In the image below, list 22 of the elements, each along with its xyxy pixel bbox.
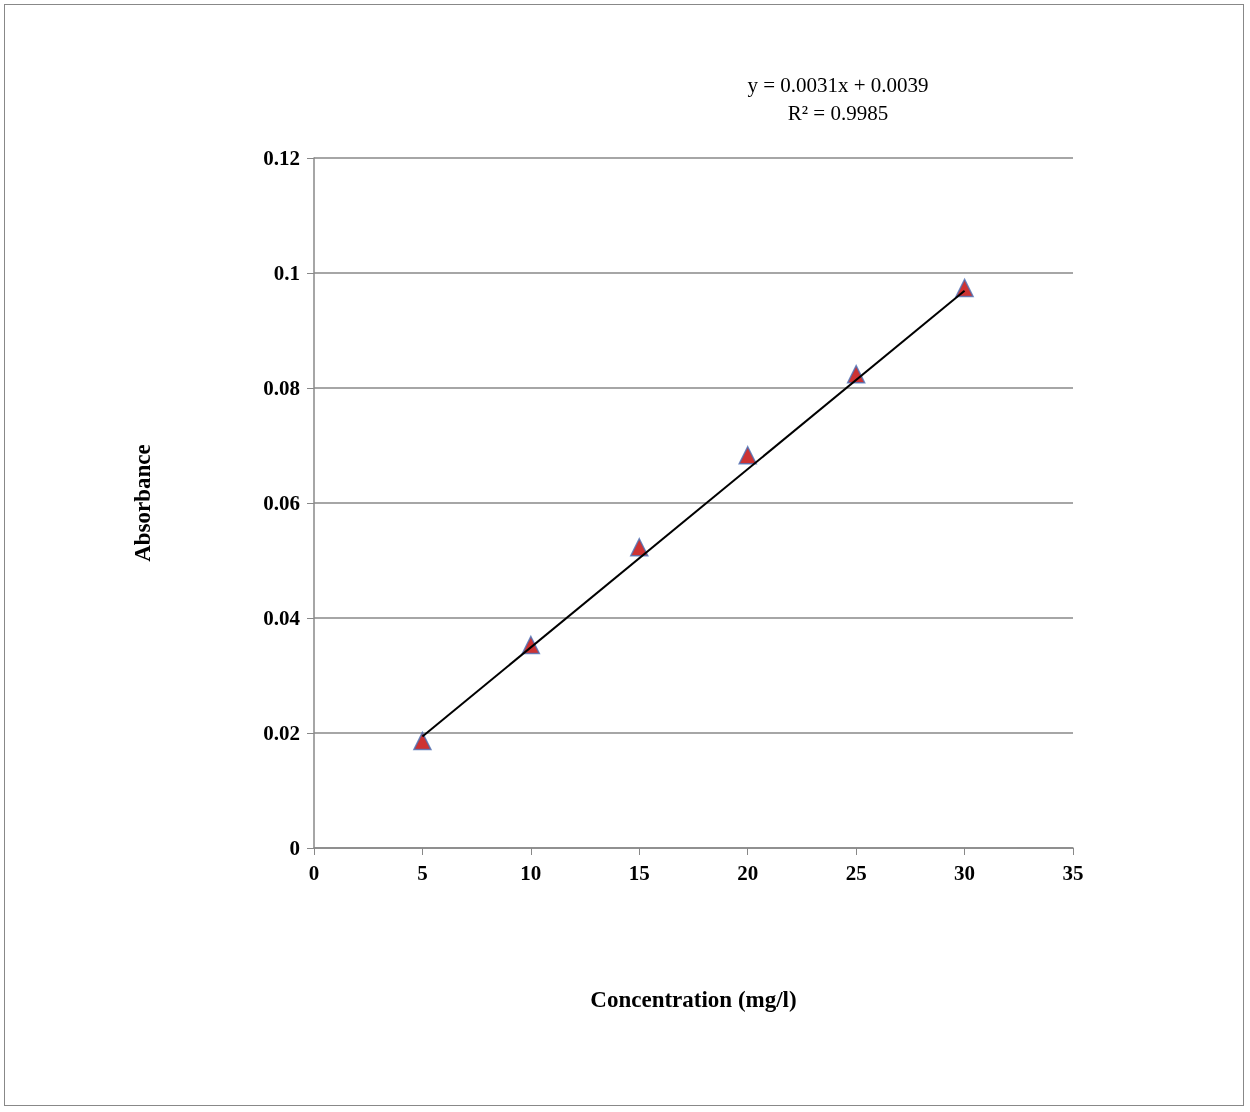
y-tick-label: 0.04 xyxy=(263,606,301,630)
point xyxy=(630,538,649,557)
point xyxy=(738,446,757,465)
x-tick-label: 15 xyxy=(628,860,650,885)
y-tick-label: 0 xyxy=(289,836,300,860)
x-tick-label: 20 xyxy=(737,860,759,885)
y-tick-label: 0.08 xyxy=(263,376,300,400)
x-tick-label: 5 xyxy=(417,860,428,885)
x-tick-label: 0 xyxy=(308,860,320,885)
text: y = 0.0031x + 0.0039 xyxy=(747,72,929,97)
y-tick-label: 0.02 xyxy=(263,721,300,745)
point xyxy=(413,731,432,751)
y-tick-label: 0.12 xyxy=(263,146,300,170)
x-tick-label: 30 xyxy=(954,860,976,885)
x-tick-label: 25 xyxy=(845,860,867,885)
y-tick-label: 0.06 xyxy=(263,491,300,515)
x-tick-label: 35 xyxy=(1062,860,1084,885)
y-axis-title: Absorbance xyxy=(130,444,155,562)
text: R² = 0.9985 xyxy=(787,100,889,125)
x-axis-title: Concentration (mg/l) xyxy=(590,987,797,1012)
x-tick-label: 10 xyxy=(520,860,542,885)
y-tick-label: 0.1 xyxy=(273,261,300,285)
